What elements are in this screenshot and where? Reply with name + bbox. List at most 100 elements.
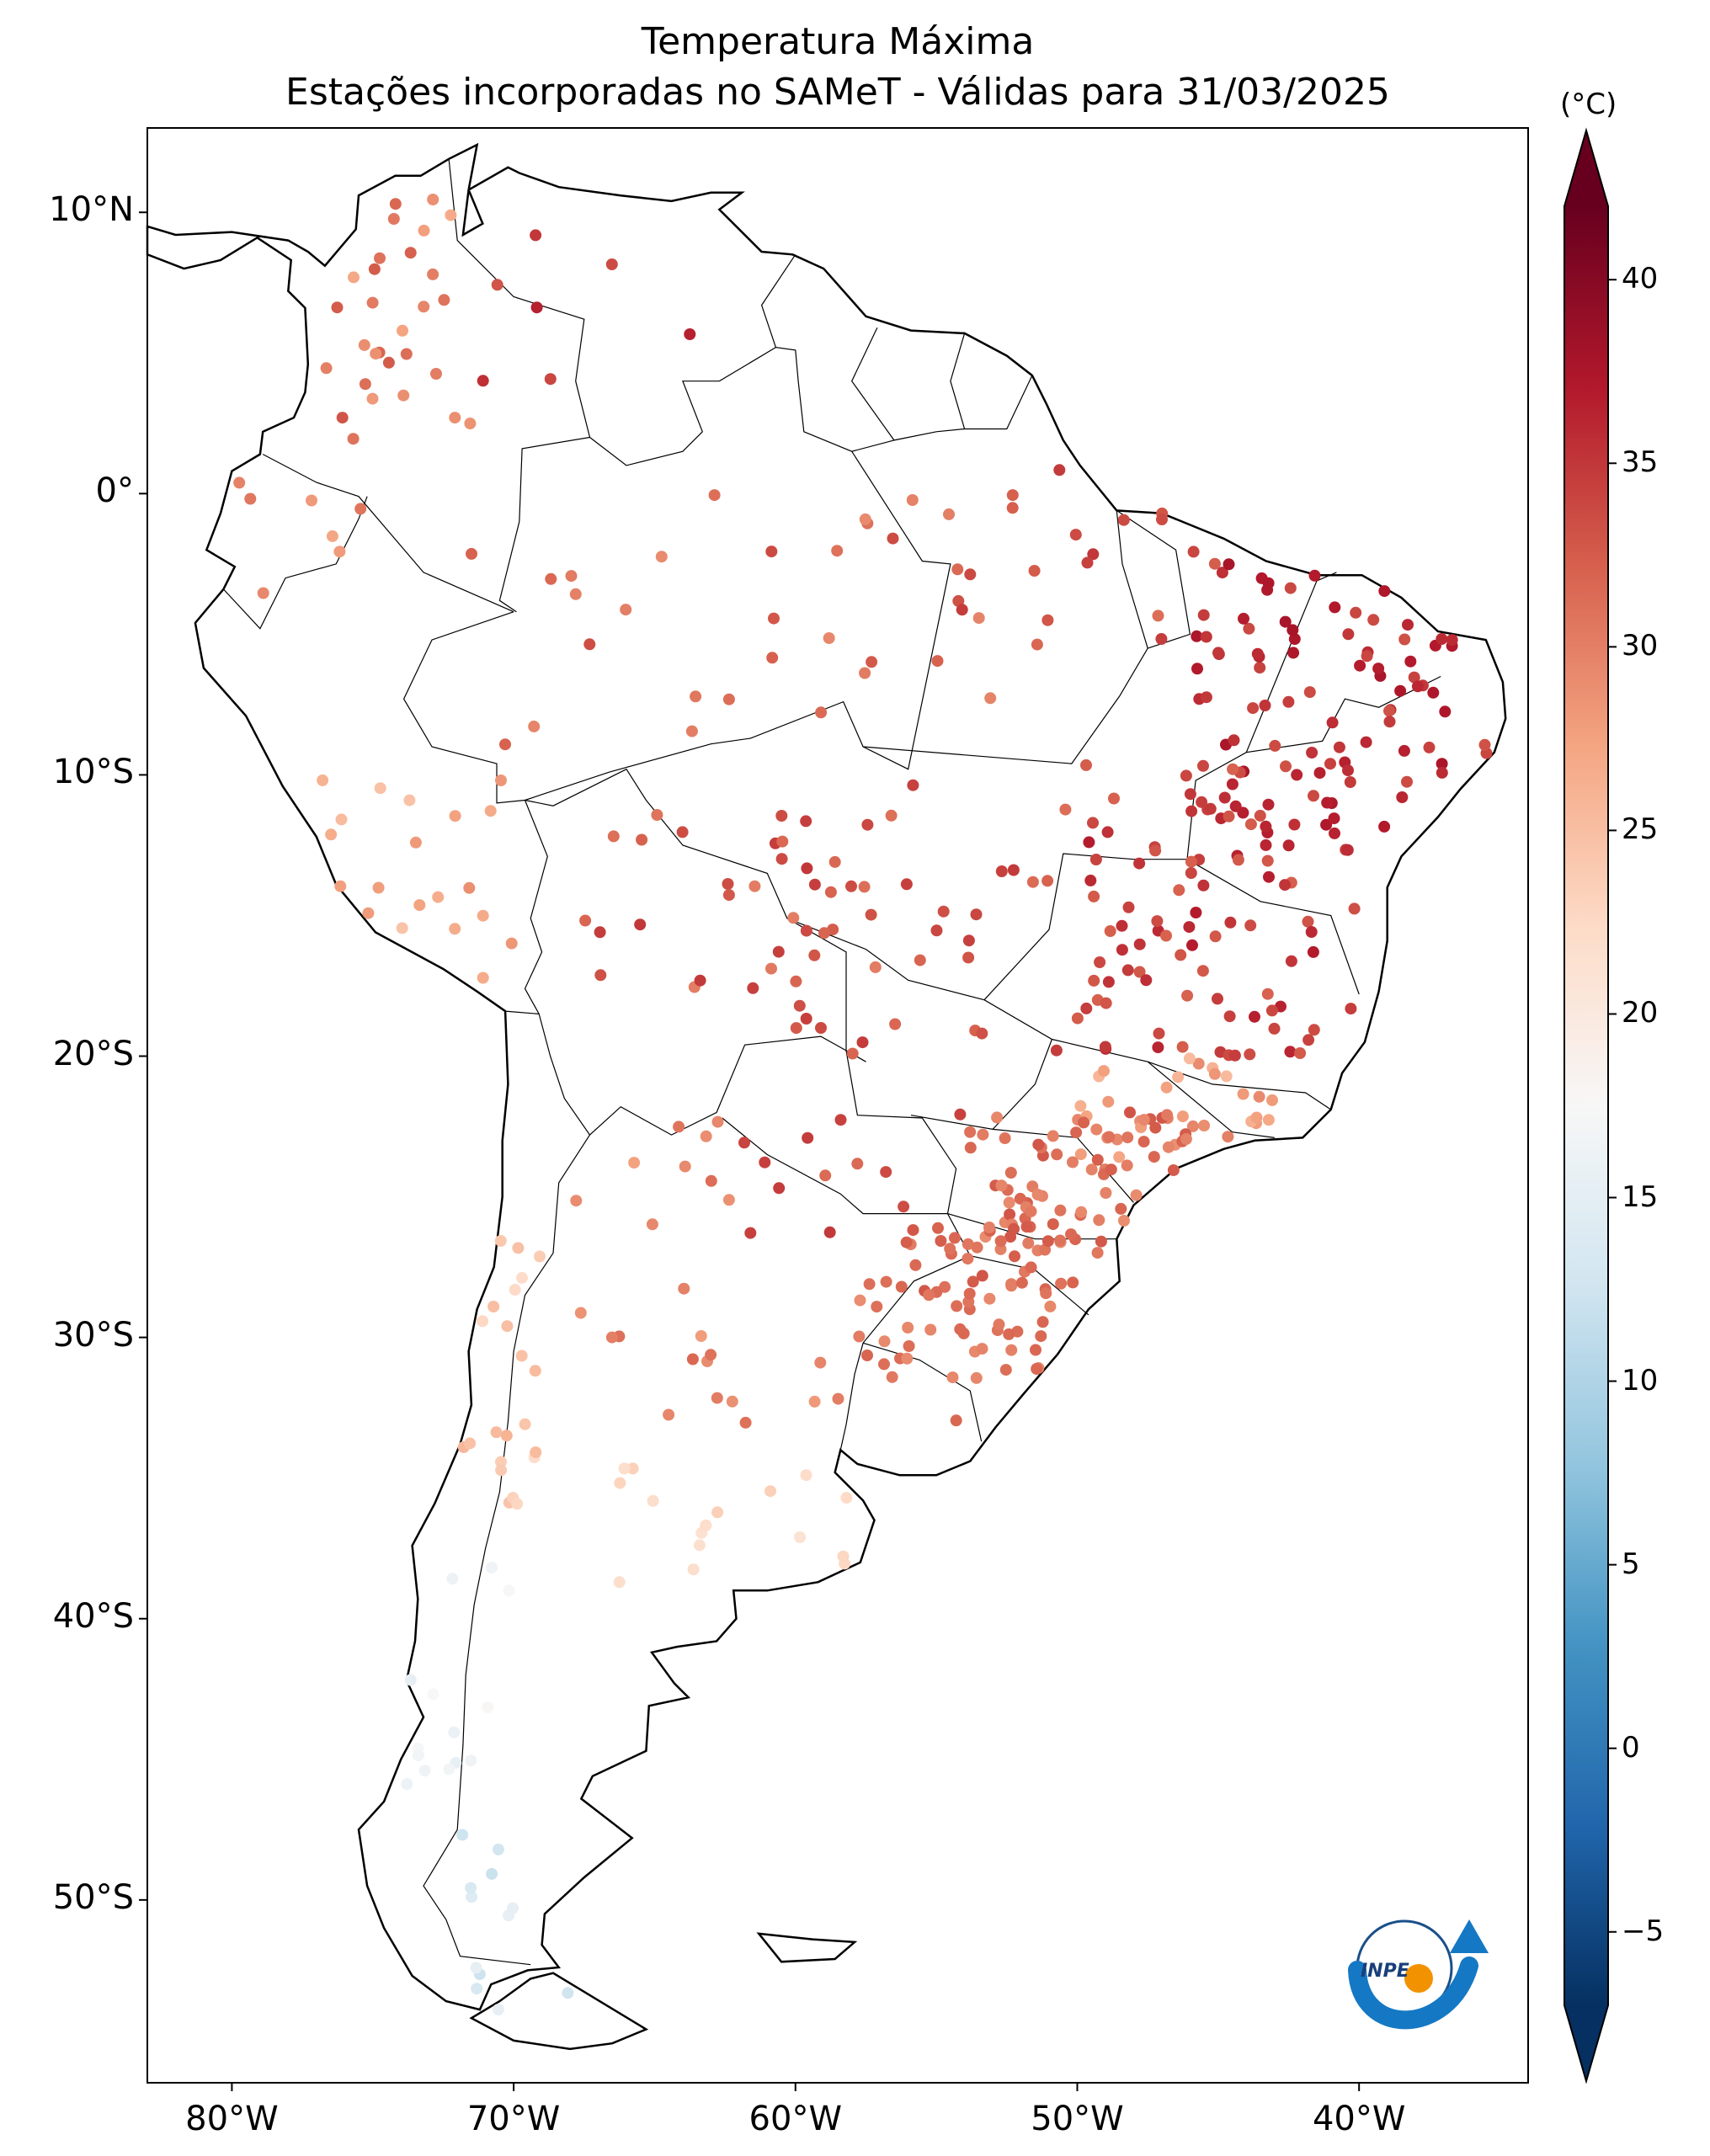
- station-point: [449, 923, 461, 935]
- station-point: [1152, 1041, 1164, 1054]
- station-point: [528, 720, 541, 732]
- station-point: [815, 1022, 827, 1034]
- lat-tick-label: 0°: [95, 471, 134, 511]
- station-point: [494, 1235, 507, 1247]
- colorbar-tick-label: 25: [1622, 812, 1659, 847]
- station-point: [956, 604, 968, 616]
- station-point: [1226, 778, 1239, 791]
- station-point: [768, 612, 780, 625]
- station-point: [705, 1174, 717, 1187]
- station-point: [490, 1426, 503, 1439]
- station-point: [1279, 879, 1292, 892]
- station-point: [445, 209, 457, 221]
- station-point: [690, 690, 702, 703]
- lat-tick-label: 10°N: [49, 190, 134, 230]
- station-point: [984, 692, 997, 705]
- station-point: [1161, 1109, 1174, 1121]
- station-point: [1259, 700, 1271, 711]
- station-point: [443, 1763, 455, 1775]
- station-point: [1378, 820, 1391, 833]
- station-point: [1180, 1133, 1192, 1145]
- station-point: [800, 924, 812, 937]
- station-point: [477, 972, 489, 984]
- colorbar-tick-label: 20: [1622, 996, 1659, 1030]
- station-point: [594, 969, 607, 982]
- station-point: [1133, 938, 1146, 950]
- station-point: [1115, 1202, 1127, 1215]
- station-point: [1100, 997, 1112, 1009]
- station-point: [1398, 744, 1410, 757]
- station-point: [954, 1323, 967, 1335]
- station-point: [1220, 1070, 1233, 1083]
- station-point: [387, 213, 400, 225]
- station-point: [831, 545, 844, 557]
- station-point: [1155, 633, 1168, 645]
- station-point: [1282, 695, 1295, 708]
- station-point: [336, 412, 349, 424]
- station-point: [1070, 1126, 1083, 1139]
- station-point: [1223, 1010, 1236, 1023]
- station-point: [1197, 879, 1210, 892]
- station-point: [1294, 1047, 1307, 1059]
- station-point: [878, 1335, 891, 1348]
- station-point: [438, 294, 450, 306]
- station-point: [861, 1349, 873, 1361]
- station-point: [1087, 548, 1100, 561]
- station-point: [1436, 758, 1448, 770]
- station-markers: [233, 194, 1493, 2016]
- station-point: [389, 198, 402, 210]
- station-point: [859, 513, 871, 525]
- station-point: [1031, 1189, 1044, 1200]
- station-point: [1383, 705, 1395, 717]
- station-point: [605, 1331, 618, 1344]
- station-point: [495, 1456, 507, 1468]
- station-point: [859, 667, 871, 679]
- station-point: [413, 899, 426, 912]
- station-point: [495, 1464, 508, 1477]
- station-point: [722, 693, 735, 705]
- colorbar-tick-label: −5: [1622, 1914, 1665, 1948]
- station-point: [1185, 867, 1197, 879]
- station-point: [1308, 1024, 1320, 1036]
- border-line: [862, 1342, 983, 1442]
- station-point: [492, 1843, 504, 1855]
- station-point: [971, 1241, 983, 1254]
- station-point: [818, 927, 830, 940]
- lon-tick-label: 50°W: [1031, 2100, 1124, 2138]
- border-line: [262, 454, 514, 613]
- station-point: [814, 1356, 827, 1369]
- station-point: [1032, 1138, 1045, 1151]
- station-point: [529, 1365, 541, 1377]
- station-point: [1035, 1330, 1047, 1343]
- station-point: [1427, 686, 1440, 699]
- station-point: [1302, 1034, 1315, 1046]
- station-point: [1208, 1067, 1221, 1080]
- station-point: [446, 1573, 459, 1585]
- lat-tick-label: 20°S: [52, 1034, 134, 1073]
- station-point: [800, 1013, 812, 1025]
- station-point: [964, 1126, 977, 1138]
- station-point: [1140, 974, 1153, 987]
- station-point: [970, 1371, 983, 1384]
- station-point: [1102, 1095, 1115, 1108]
- station-point: [880, 1166, 892, 1179]
- coastline: [469, 1972, 649, 2051]
- map-subtitle: Estações incorporadas no SAMeT - Válidas…: [285, 71, 1390, 114]
- station-point: [1263, 870, 1275, 883]
- station-point: [1305, 926, 1318, 938]
- border-line: [983, 675, 1441, 1001]
- station-point: [824, 886, 837, 898]
- station-point: [1223, 558, 1235, 571]
- border-line: [950, 333, 1033, 430]
- station-point: [465, 1882, 477, 1894]
- station-point: [1212, 647, 1224, 659]
- station-point: [772, 945, 785, 958]
- station-point: [511, 1498, 524, 1510]
- station-point: [993, 1318, 1005, 1331]
- station-point: [1084, 874, 1097, 886]
- station-point: [853, 1330, 866, 1343]
- station-point: [1313, 767, 1326, 780]
- station-point: [909, 1259, 922, 1271]
- station-point: [1244, 1048, 1256, 1061]
- station-point: [1036, 1316, 1049, 1328]
